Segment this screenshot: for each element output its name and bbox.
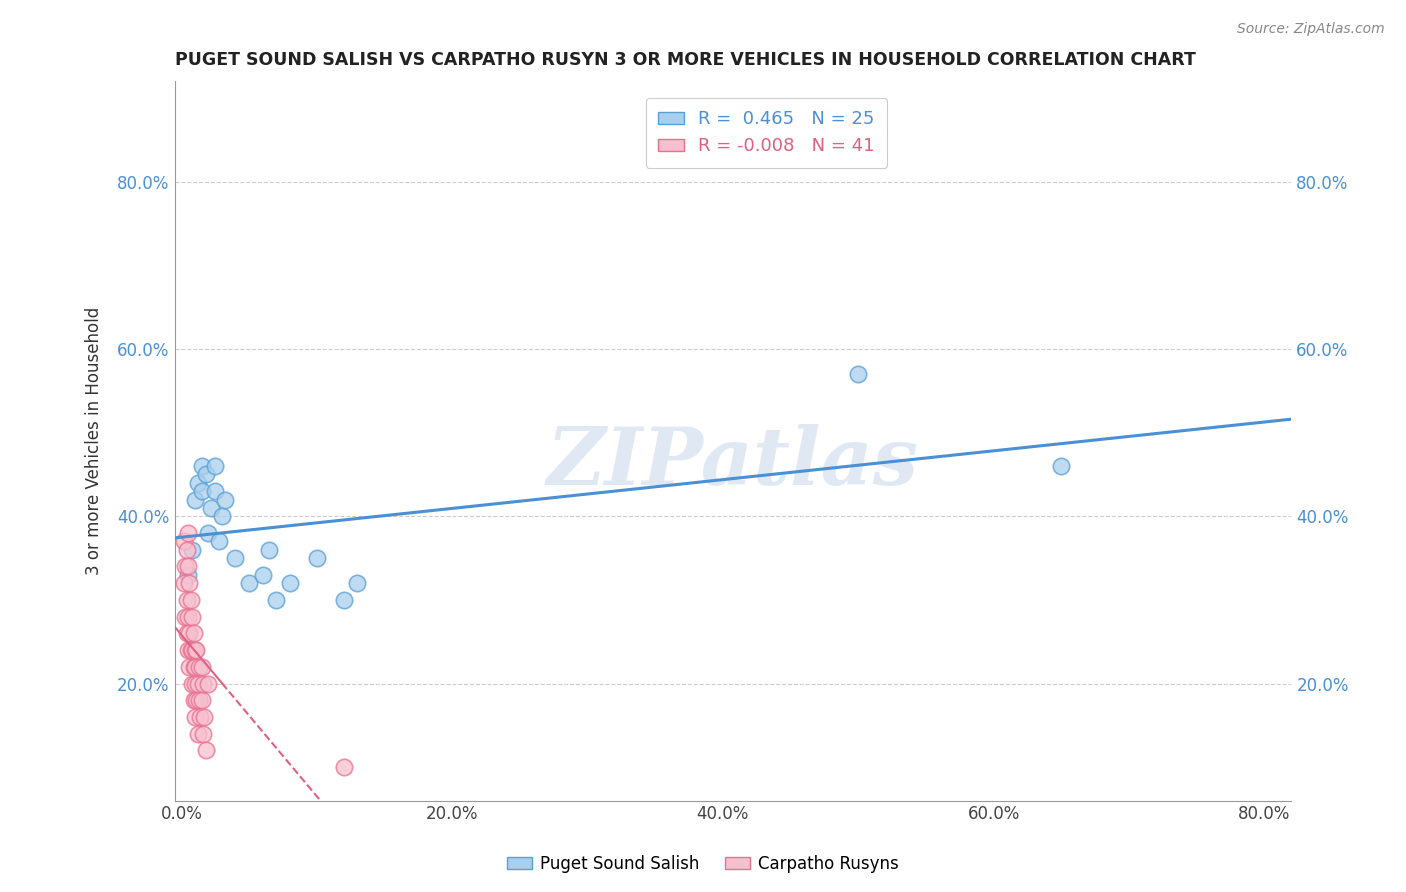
Point [204, 484, 226, 499]
Point [194, 467, 217, 482]
Point [190, 484, 212, 499]
Point [187, 727, 209, 741]
Point [278, 576, 301, 591]
Point [188, 710, 211, 724]
Point [179, 576, 201, 591]
Point [190, 459, 212, 474]
Point [174, 609, 197, 624]
Point [259, 542, 281, 557]
Point [264, 593, 287, 607]
Point [224, 551, 246, 566]
Point [191, 676, 214, 690]
Text: ZIPatlas: ZIPatlas [547, 424, 920, 501]
Point [204, 459, 226, 474]
Point [177, 526, 200, 541]
Point [846, 367, 869, 381]
Point [184, 492, 207, 507]
Point [187, 693, 209, 707]
Point [184, 643, 207, 657]
Point [179, 626, 201, 640]
Point [180, 593, 202, 607]
Point [176, 542, 198, 557]
Point [305, 551, 328, 566]
Legend: R =  0.465   N = 25, R = -0.008   N = 41: R = 0.465 N = 25, R = -0.008 N = 41 [645, 97, 887, 168]
Point [190, 660, 212, 674]
Point [183, 693, 205, 707]
Point [184, 676, 207, 690]
Point [184, 710, 207, 724]
Point [177, 559, 200, 574]
Point [177, 567, 200, 582]
Point [1050, 459, 1073, 474]
Point [180, 643, 202, 657]
Point [333, 593, 356, 607]
Point [186, 693, 208, 707]
Point [197, 526, 219, 541]
Y-axis label: 3 or more Vehicles in Household: 3 or more Vehicles in Household [86, 307, 103, 575]
Point [200, 500, 222, 515]
Point [346, 576, 368, 591]
Point [187, 660, 209, 674]
Point [252, 567, 274, 582]
Point [183, 626, 205, 640]
Point [187, 676, 209, 690]
Point [173, 576, 195, 591]
Point [194, 743, 217, 757]
Point [174, 559, 197, 574]
Point [176, 593, 198, 607]
Legend: Puget Sound Salish, Carpatho Rusyns: Puget Sound Salish, Carpatho Rusyns [501, 848, 905, 880]
Point [181, 676, 204, 690]
Point [184, 660, 207, 674]
Point [193, 710, 215, 724]
Point [187, 475, 209, 490]
Text: PUGET SOUND SALISH VS CARPATHO RUSYN 3 OR MORE VEHICLES IN HOUSEHOLD CORRELATION: PUGET SOUND SALISH VS CARPATHO RUSYN 3 O… [174, 51, 1195, 69]
Point [173, 534, 195, 549]
Point [238, 576, 260, 591]
Point [191, 727, 214, 741]
Point [179, 660, 201, 674]
Point [197, 676, 219, 690]
Point [208, 534, 231, 549]
Text: Source: ZipAtlas.com: Source: ZipAtlas.com [1237, 22, 1385, 37]
Point [177, 609, 200, 624]
Point [181, 609, 204, 624]
Point [190, 693, 212, 707]
Point [186, 643, 208, 657]
Point [177, 643, 200, 657]
Point [211, 509, 233, 524]
Point [176, 626, 198, 640]
Point [183, 660, 205, 674]
Point [333, 760, 356, 774]
Point [214, 492, 236, 507]
Point [181, 542, 204, 557]
Point [181, 643, 204, 657]
